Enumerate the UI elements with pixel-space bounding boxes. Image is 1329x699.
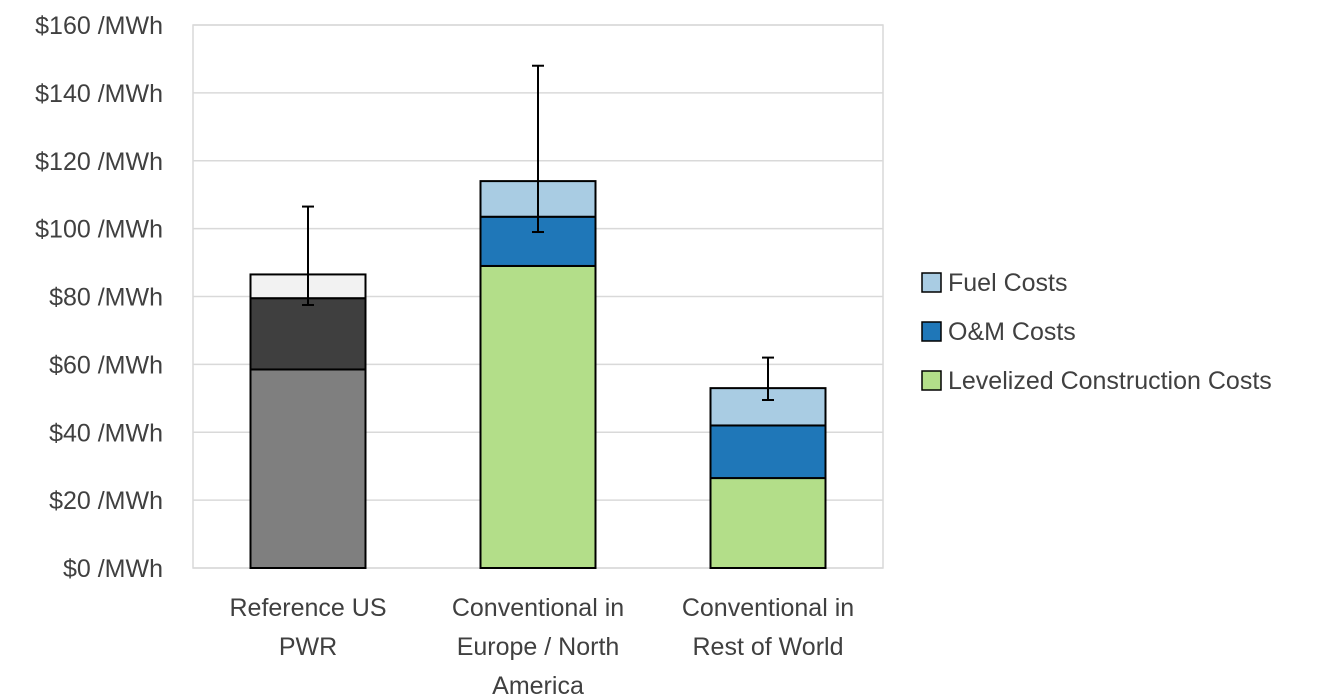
- x-category-label-line: Rest of World: [693, 633, 844, 661]
- y-tick-label: $140 /MWh: [35, 80, 163, 108]
- x-category-label: Reference US PWR: [229, 594, 386, 661]
- x-category-label-line: Conventional in: [682, 594, 854, 622]
- legend: Fuel Costs O&M Costs Levelized Constructio…: [921, 269, 1272, 395]
- y-axis-tick-labels: $0 /MWh $20 /MWh $40 /MWh $60 /MWh $80 /MWh $…: [35, 12, 163, 583]
- legend-swatch: [921, 370, 942, 391]
- x-category-label-line: Europe / North: [457, 633, 620, 661]
- y-tick-label: $20 /MWh: [49, 487, 163, 515]
- y-tick-label: $160 /MWh: [35, 12, 163, 40]
- x-category-label-line: Reference US: [229, 594, 386, 622]
- y-tick-label: $80 /MWh: [49, 284, 163, 312]
- legend-label: Fuel Costs: [948, 269, 1067, 297]
- bar-segment: [249, 368, 367, 570]
- bar-segment: [249, 297, 367, 371]
- legend-label: O&M Costs: [948, 318, 1076, 346]
- x-axis-category-labels: Reference US PWR Conventional in Europe / N…: [229, 594, 854, 699]
- y-tick-label: $120 /MWh: [35, 148, 163, 176]
- y-tick-label: $0 /MWh: [63, 555, 163, 583]
- y-tick-label: $60 /MWh: [49, 351, 163, 379]
- x-category-label: Conventional in Europe / North America: [452, 594, 624, 699]
- bar-segment: [709, 424, 827, 480]
- x-category-label-line: America: [492, 672, 584, 699]
- bar-segment: [479, 264, 597, 569]
- x-category-label-line: PWR: [279, 633, 337, 661]
- bars: [249, 180, 827, 570]
- y-tick-label: $40 /MWh: [49, 419, 163, 447]
- bar-segment: [709, 477, 827, 569]
- y-tick-label: $100 /MWh: [35, 216, 163, 244]
- error-bars: [302, 64, 774, 402]
- legend-swatch: [921, 321, 942, 342]
- legend-label: Levelized Construction Costs: [948, 367, 1272, 395]
- legend-swatch: [921, 272, 942, 293]
- x-category-label: Conventional in Rest of World: [682, 594, 854, 661]
- x-category-label-line: Conventional in: [452, 594, 624, 622]
